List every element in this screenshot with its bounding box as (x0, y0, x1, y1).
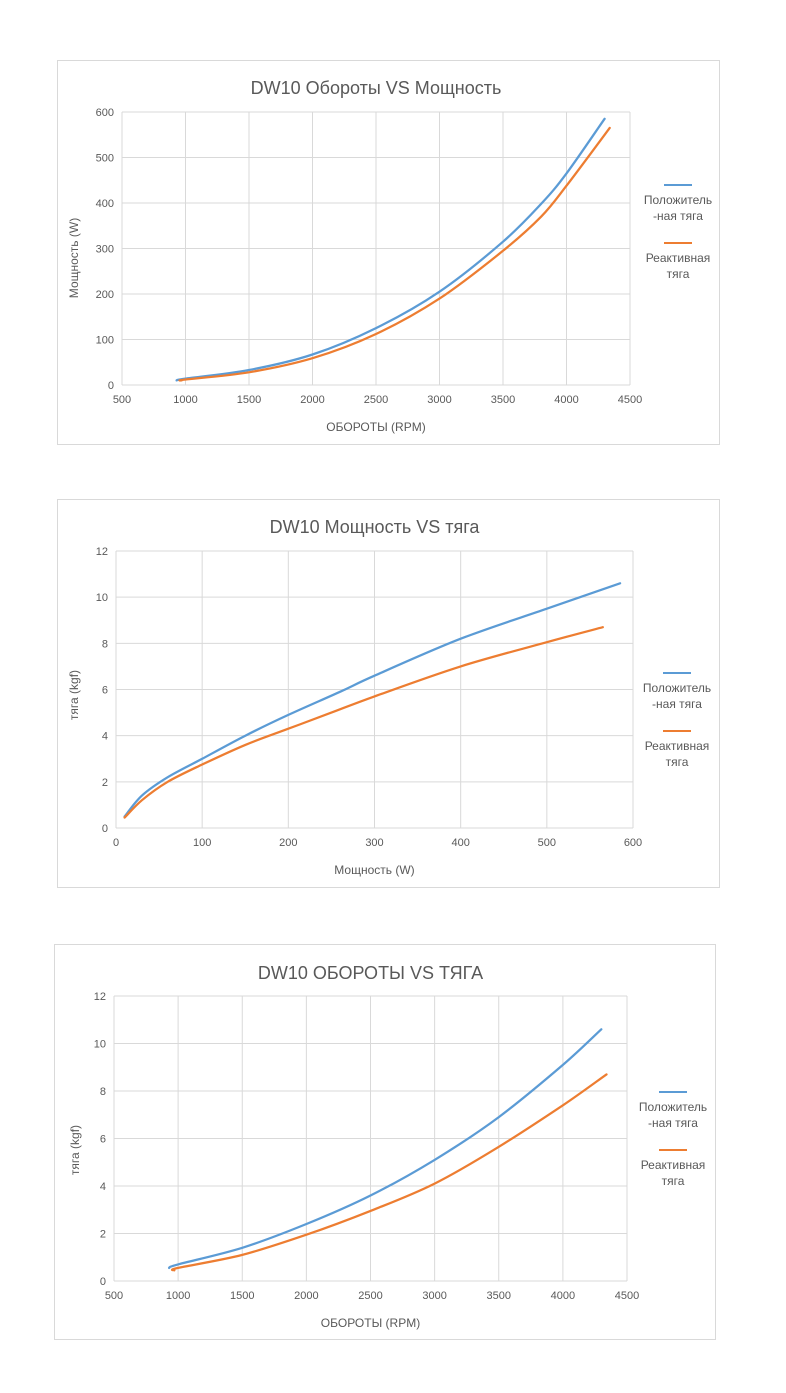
y-tick-label: 6 (102, 685, 108, 697)
legend-item-positive: Положитель -ная тяга (632, 672, 722, 712)
x-tick-label: 400 (451, 837, 469, 849)
y-tick-label: 400 (96, 198, 114, 210)
chart-canvas: 500 1000 1500 2000 2500 3000 3500 4000 4500 0 2 4 6 8… (68, 963, 639, 1330)
x-tick-label: 2000 (300, 394, 324, 406)
y-tick-label: 0 (102, 823, 108, 835)
x-tick-label: 4000 (554, 394, 578, 406)
x-tick-label: 1500 (230, 1290, 254, 1302)
legend-swatch-positive (664, 184, 692, 186)
legend-swatch-positive (663, 672, 691, 674)
y-tick-label: 6 (100, 1134, 106, 1146)
y-tick-label: 2 (100, 1229, 106, 1241)
chart-canvas: 500 1000 1500 2000 2500 3000 3500 4000 4500 0 100 2… (67, 78, 642, 434)
x-axis-label: ОБОРОТЫ (RPM) (326, 420, 425, 434)
y-tick-label: 500 (96, 153, 114, 165)
y-tick-label: 0 (108, 380, 114, 392)
x-tick-label: 3000 (427, 394, 451, 406)
legend-item-positive: Положитель -ная тяга (628, 1091, 718, 1131)
legend: Положитель -ная тяга Реактивная тяга (632, 672, 722, 788)
y-tick-label: 2 (102, 777, 108, 789)
legend-swatch-reactive (659, 1149, 687, 1151)
y-axis-label: Мощность (W) (67, 218, 81, 298)
chart-title: DW10 Мощность VS тяга (270, 517, 481, 537)
x-tick-label: 3500 (491, 394, 515, 406)
series-line-reactive (170, 1073, 608, 1272)
y-tick-label: 300 (96, 244, 114, 256)
chart-rpm-vs-power: 500 1000 1500 2000 2500 3000 3500 4000 4500 0 100 2… (57, 60, 720, 445)
y-tick-label: 8 (100, 1086, 106, 1098)
chart-title: DW10 ОБОРОТЫ VS ТЯГА (258, 963, 483, 983)
legend-label-positive: Положитель -ная тяга (638, 1100, 708, 1130)
x-tick-label: 4500 (618, 394, 642, 406)
x-tick-label: 1500 (237, 394, 261, 406)
x-tick-label: 1000 (173, 394, 197, 406)
y-tick-label: 8 (102, 638, 108, 650)
legend: Положитель -ная тяга Реактивная тяга (633, 184, 723, 300)
legend-item-reactive: Реактивная тяга (628, 1149, 718, 1189)
x-tick-label: 2500 (358, 1290, 382, 1302)
y-tick-label: 4 (102, 731, 108, 743)
legend-label-positive: Положитель -ная тяга (643, 193, 713, 223)
y-tick-label: 12 (94, 991, 106, 1003)
y-tick-label: 600 (96, 107, 114, 119)
x-axis-label: ОБОРОТЫ (RPM) (321, 1316, 420, 1330)
legend-label-reactive: Реактивная тяга (644, 739, 710, 769)
x-tick-label: 500 (105, 1290, 123, 1302)
x-tick-label: 2500 (364, 394, 388, 406)
y-tick-label: 12 (96, 546, 108, 558)
chart-canvas: 0 100 200 300 400 500 600 0 2 4 6 8 10 12 DW10 Мощност… (67, 517, 642, 877)
y-tick-label: 0 (100, 1276, 106, 1288)
x-tick-label: 3500 (487, 1290, 511, 1302)
series-line-reactive (123, 626, 604, 819)
legend-label-positive: Положитель -ная тяга (642, 681, 712, 711)
chart-title: DW10 Обороты VS Мощность (251, 78, 502, 98)
y-tick-label: 200 (96, 289, 114, 301)
y-tick-label: 4 (100, 1181, 106, 1193)
legend-label-reactive: Реактивная тяга (640, 1158, 706, 1188)
x-tick-label: 4000 (551, 1290, 575, 1302)
legend: Положитель -ная тяга Реактивная тяга (628, 1091, 718, 1207)
chart-power-vs-thrust: 0 100 200 300 400 500 600 0 2 4 6 8 10 12 DW10 Мощност… (57, 499, 720, 888)
y-axis-label: тяга (kgf) (68, 1125, 82, 1175)
legend-swatch-positive (659, 1091, 687, 1093)
x-tick-label: 1000 (166, 1290, 190, 1302)
x-axis-label: Мощность (W) (334, 863, 414, 877)
x-tick-label: 300 (365, 837, 383, 849)
legend-item-reactive: Реактивная тяга (633, 242, 723, 282)
chart-rpm-vs-thrust: 500 1000 1500 2000 2500 3000 3500 4000 4500 0 2 4 6 8… (54, 944, 716, 1340)
series-line-positive (167, 1028, 603, 1270)
legend-item-positive: Положитель -ная тяга (633, 184, 723, 224)
x-tick-label: 200 (279, 837, 297, 849)
series-line-positive (123, 582, 622, 818)
legend-label-reactive: Реактивная тяга (645, 251, 711, 281)
y-tick-label: 100 (96, 335, 114, 347)
y-axis-label: тяга (kgf) (67, 670, 81, 720)
series-line-reactive (178, 126, 611, 382)
legend-swatch-reactive (664, 242, 692, 244)
y-tick-label: 10 (96, 592, 108, 604)
legend-swatch-reactive (663, 730, 691, 732)
y-tick-label: 10 (94, 1039, 106, 1051)
x-tick-label: 0 (113, 837, 119, 849)
x-tick-label: 600 (624, 837, 642, 849)
x-tick-label: 500 (538, 837, 556, 849)
x-tick-label: 2000 (294, 1290, 318, 1302)
x-tick-label: 100 (193, 837, 211, 849)
legend-item-reactive: Реактивная тяга (632, 730, 722, 770)
x-tick-label: 3000 (422, 1290, 446, 1302)
series-line-positive (175, 117, 606, 382)
x-tick-label: 500 (113, 394, 131, 406)
x-tick-label: 4500 (615, 1290, 639, 1302)
